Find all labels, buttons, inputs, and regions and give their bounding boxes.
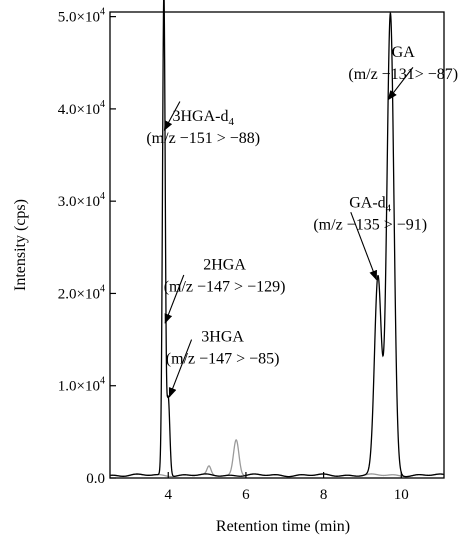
annotation-arrow bbox=[168, 339, 193, 398]
annotation-arrow bbox=[350, 212, 377, 281]
y-tick-label: 2.0×104 bbox=[58, 283, 105, 302]
annotation-label: 3HGA-d4 bbox=[172, 108, 234, 128]
annotation-transition: (m/z −147 > −129) bbox=[164, 278, 286, 295]
annotation-arrow bbox=[164, 274, 185, 324]
chromatogram-traces bbox=[109, 0, 445, 478]
chromatogram-trace bbox=[109, 0, 445, 478]
axis-ticks: 4 6 8 10 0.0 1.0×104 2.0×104 3.0×104 4.0×104 5.0×… bbox=[58, 7, 409, 503]
x-tick-label: 6 bbox=[242, 487, 250, 503]
annotation-transition: (m/z −131> −87) bbox=[348, 66, 458, 83]
annotation-ga-d4: GA-d4 (m/z −135 > −91) bbox=[313, 195, 427, 281]
peak-annotations: GA (m/z −131> −87) 3HGA-d4 (m/z −151 > −88)… bbox=[146, 44, 458, 398]
annotation-label: GA-d4 bbox=[349, 195, 391, 215]
annotation-label: 2HGA bbox=[203, 256, 246, 273]
x-tick-label: 4 bbox=[165, 487, 173, 503]
plot-border bbox=[109, 11, 445, 479]
y-tick-label: 1.0×104 bbox=[58, 376, 105, 395]
annotation-arrow bbox=[387, 67, 414, 101]
annotation-label: 3HGA bbox=[201, 328, 244, 345]
x-axis-label: Retention time (min) bbox=[216, 518, 350, 535]
annotation-transition: (m/z −147 > −85) bbox=[166, 350, 280, 367]
annotation-3hga-d4: 3HGA-d4 (m/z −151 > −88) bbox=[146, 101, 260, 147]
annotation-arrow bbox=[163, 101, 181, 131]
y-tick-label: 3.0×104 bbox=[58, 191, 105, 210]
annotation-transition: (m/z −151 > −88) bbox=[146, 130, 260, 147]
y-tick-label: 5.0×104 bbox=[58, 7, 105, 26]
x-tick-label: 10 bbox=[394, 487, 409, 503]
annotation-3hga: 3HGA (m/z −147 > −85) bbox=[166, 328, 280, 398]
annotation-ga: GA (m/z −131> −87) bbox=[348, 44, 458, 101]
y-tick-label: 4.0×104 bbox=[58, 99, 105, 118]
plot-frame bbox=[109, 11, 445, 479]
x-tick-label: 8 bbox=[320, 487, 328, 503]
annotation-transition: (m/z −135 > −91) bbox=[313, 217, 427, 234]
y-tick-label: 0.0 bbox=[86, 471, 105, 487]
y-axis-label: Intensity (cps) bbox=[12, 199, 29, 291]
annotation-2hga: 2HGA (m/z −147 > −129) bbox=[164, 256, 286, 324]
annotation-label: GA bbox=[392, 44, 416, 61]
